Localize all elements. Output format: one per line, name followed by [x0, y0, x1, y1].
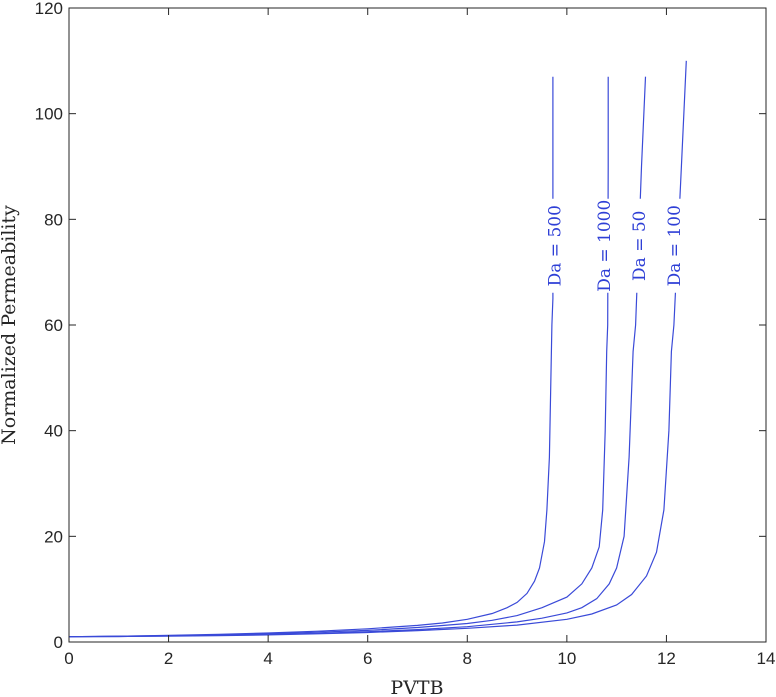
y-tick-label: 100 — [35, 105, 63, 124]
x-tick-label: 2 — [164, 649, 173, 668]
curves — [68, 60, 687, 638]
series-label-background — [544, 198, 565, 293]
x-axis-title: PVTB — [390, 677, 443, 697]
series-line — [68, 76, 554, 638]
series-label-group: Da = 1000 — [594, 198, 615, 293]
plot-border — [68, 7, 767, 643]
y-tick-label: 60 — [44, 316, 63, 335]
series-label-background — [594, 198, 615, 293]
ticks: 0 2 4 6 8 10 12 14 0 20 40 60 80 100 120 — [35, 0, 776, 668]
series-label-group: Da = 500 — [544, 198, 565, 293]
series-label: Da = 100 — [665, 205, 685, 286]
y-tick-label: 20 — [44, 527, 63, 546]
y-tick-label: 0 — [54, 633, 63, 652]
y-tick-label: 120 — [35, 0, 63, 18]
series-label: Da = 500 — [545, 205, 565, 286]
y-tick-label: 80 — [44, 210, 63, 229]
plot-area — [68, 7, 767, 643]
y-tick-label: 40 — [44, 422, 63, 441]
x-tick-label: 10 — [557, 649, 576, 668]
x-tick-label: 0 — [64, 649, 73, 668]
curve-labels: Da = 500 Da = 1000 Da = 50 Da = 100 — [544, 198, 685, 293]
x-tick-label: 8 — [463, 649, 472, 668]
y-axis-title: Normalized Permeability — [0, 205, 20, 445]
series-label-background — [629, 198, 650, 293]
series-label: Da = 50 — [630, 211, 650, 281]
series-label-group: Da = 50 — [629, 198, 650, 293]
series-label-background — [663, 198, 684, 293]
x-tick-label: 14 — [757, 649, 776, 668]
x-tick-label: 12 — [657, 649, 676, 668]
x-tick-label: 4 — [263, 649, 272, 668]
x-tick-label: 6 — [363, 649, 372, 668]
series-line — [68, 60, 687, 638]
series-label-group: Da = 100 — [663, 198, 685, 293]
series-label: Da = 1000 — [595, 200, 615, 292]
